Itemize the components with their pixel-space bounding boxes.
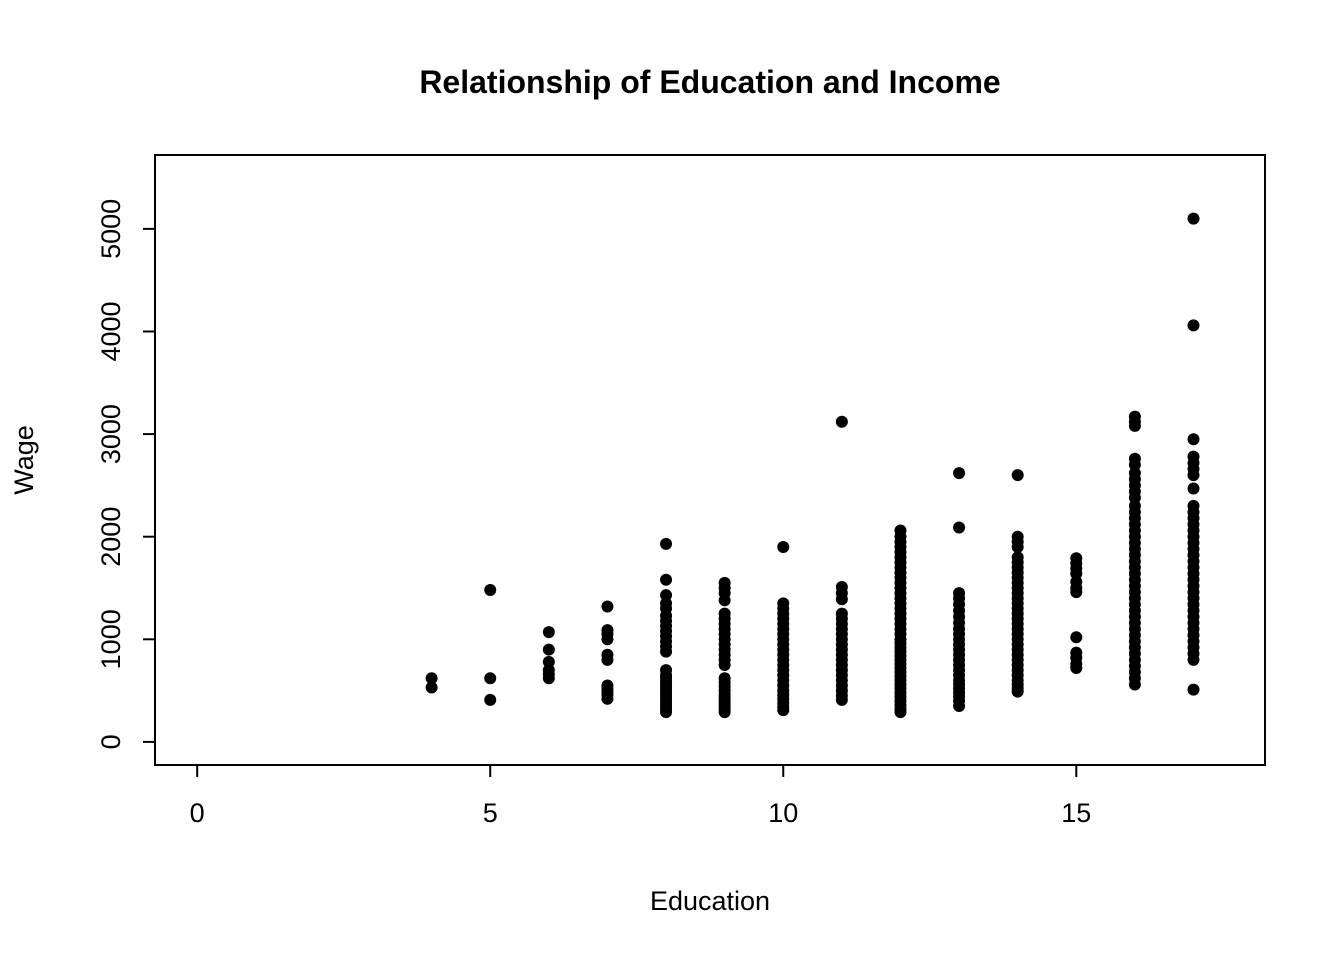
x-axis-label: Education [650, 886, 770, 916]
data-point [953, 467, 966, 480]
y-tick-label: 5000 [96, 199, 126, 259]
data-point [542, 626, 555, 639]
data-point [601, 600, 614, 613]
data-point [1187, 433, 1200, 446]
data-point [718, 672, 731, 685]
y-axis-ticks: 0 1000 2000 3000 4000 5000 [96, 199, 155, 749]
data-point [777, 597, 790, 610]
data-point [1128, 467, 1141, 480]
chart-title: Relationship of Education and Income [419, 64, 1000, 100]
data-point [835, 580, 848, 593]
x-tick-label: 0 [190, 798, 205, 828]
data-point [1128, 499, 1141, 512]
data-point [425, 672, 438, 685]
data-point [1011, 530, 1024, 543]
data-point [1011, 469, 1024, 482]
data-point [1187, 499, 1200, 512]
data-point [660, 537, 673, 550]
y-tick-label: 0 [96, 734, 126, 749]
data-point [601, 679, 614, 692]
data-point [835, 607, 848, 620]
x-tick-label: 15 [1061, 798, 1091, 828]
data-point [1187, 683, 1200, 696]
data-point [777, 540, 790, 553]
data-point [484, 672, 497, 685]
data-point [1070, 575, 1083, 588]
x-tick-label: 10 [768, 798, 798, 828]
data-point [1187, 482, 1200, 495]
data-point [660, 664, 673, 677]
data-point [542, 643, 555, 656]
data-point [1070, 646, 1083, 659]
data-point [718, 607, 731, 620]
data-point [953, 521, 966, 534]
data-points [425, 212, 1200, 719]
data-point [953, 587, 966, 600]
data-point [542, 664, 555, 677]
data-point [835, 415, 848, 428]
y-axis-label: Wage [9, 425, 39, 495]
data-point [1070, 631, 1083, 644]
data-point [1011, 551, 1024, 564]
y-tick-label: 2000 [96, 507, 126, 567]
data-point [425, 681, 438, 694]
data-point [601, 648, 614, 661]
x-tick-label: 5 [483, 798, 498, 828]
data-point [660, 589, 673, 602]
y-tick-label: 3000 [96, 404, 126, 464]
data-point [542, 655, 555, 668]
data-point [718, 576, 731, 589]
data-point [484, 584, 497, 597]
data-point [1187, 319, 1200, 332]
data-point [1070, 552, 1083, 565]
x-axis-ticks: 0 5 10 15 [190, 765, 1091, 828]
y-tick-label: 1000 [96, 609, 126, 669]
data-point [1187, 450, 1200, 463]
data-point [484, 693, 497, 706]
data-point [1128, 410, 1141, 423]
plot-frame [154, 154, 1266, 766]
data-point [1187, 212, 1200, 225]
data-point [660, 597, 673, 610]
data-point [660, 573, 673, 586]
data-point [1128, 452, 1141, 465]
data-point [601, 624, 614, 637]
y-tick-label: 4000 [96, 301, 126, 361]
data-point [894, 524, 907, 537]
